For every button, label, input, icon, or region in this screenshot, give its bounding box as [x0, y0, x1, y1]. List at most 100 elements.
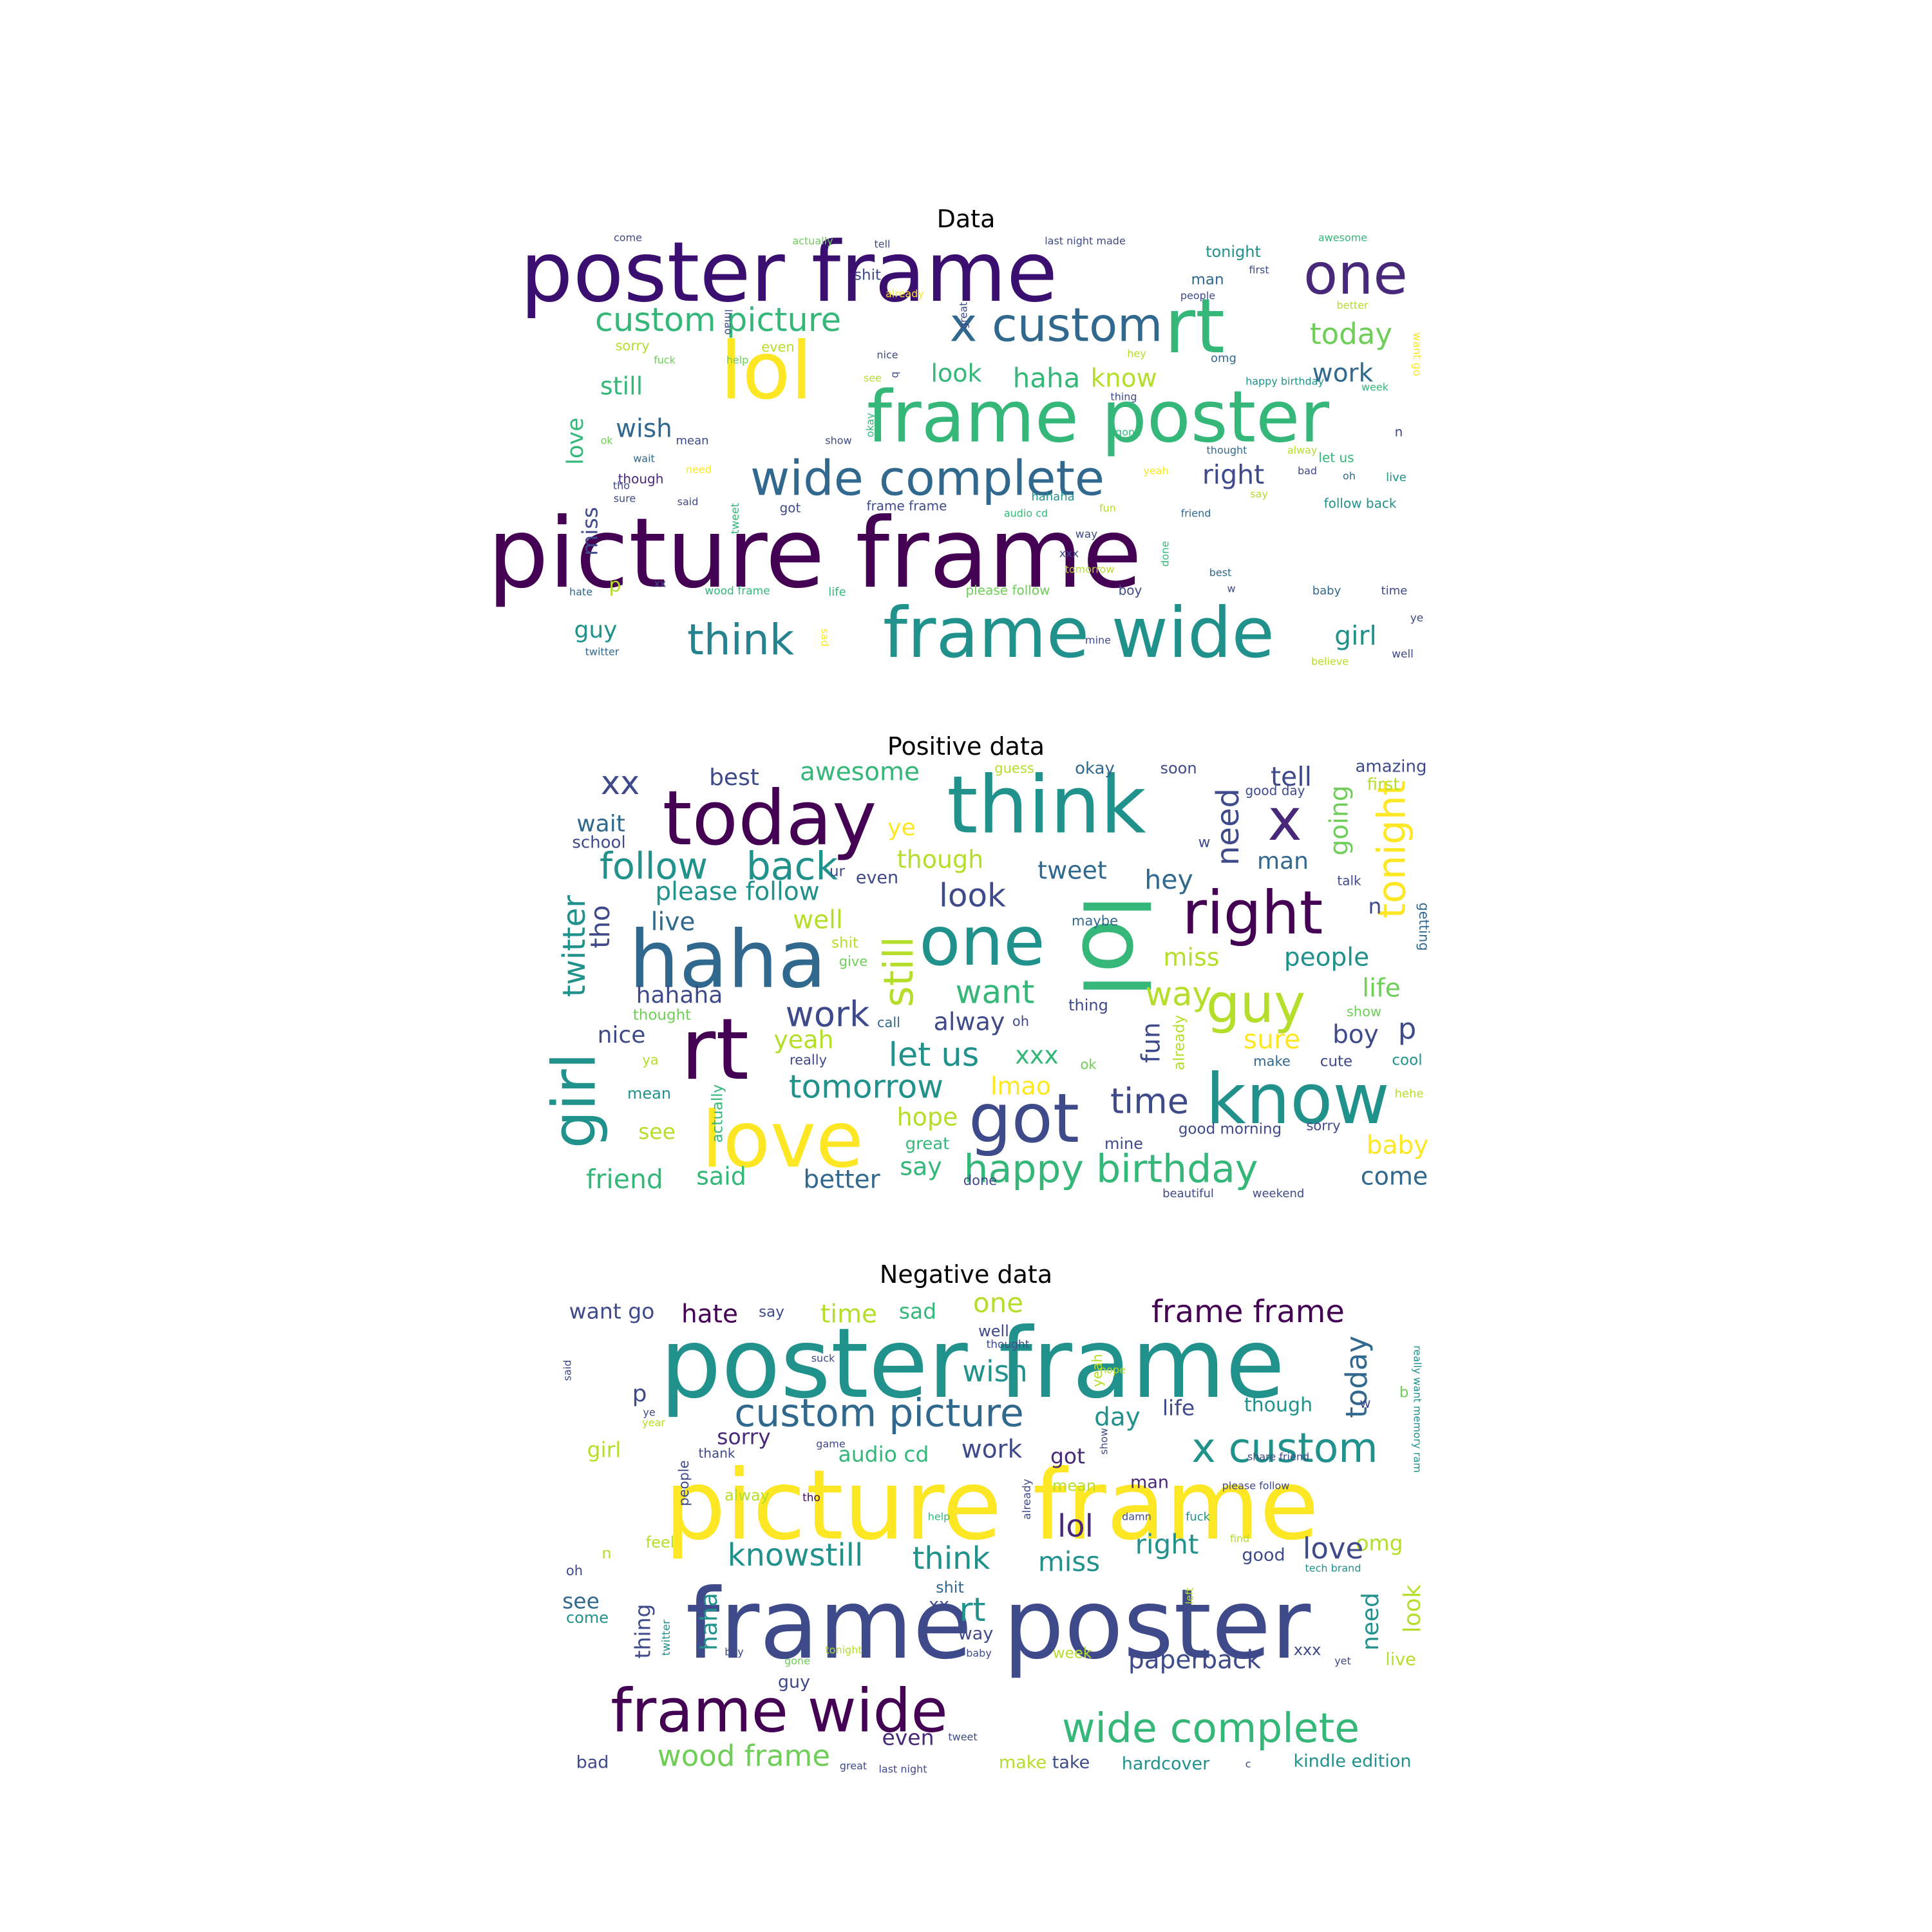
- word-shit: shit: [936, 1578, 964, 1596]
- word-wood-frame: wood frame: [658, 1739, 830, 1773]
- word-hey: hey: [1127, 348, 1146, 360]
- word-x-custom: x custom: [1191, 1425, 1378, 1472]
- word-w: w: [1359, 1396, 1370, 1411]
- word-people: people: [676, 1460, 692, 1506]
- word-still: still: [875, 936, 922, 1007]
- word-maybe: maybe: [1072, 913, 1118, 929]
- panel-title-positive: Positive data: [887, 732, 1045, 761]
- word-wood-frame: wood frame: [705, 585, 770, 598]
- word-done: done: [1159, 541, 1171, 567]
- word-really-want-memory-ram: really want memory ram: [1412, 1345, 1424, 1473]
- word-mean: mean: [627, 1084, 671, 1103]
- word-girl: girl: [587, 1437, 621, 1463]
- word-got: got: [969, 1079, 1079, 1158]
- word-way: way: [1145, 976, 1211, 1014]
- word-first: first: [1367, 775, 1400, 795]
- word-make: make: [999, 1753, 1046, 1773]
- word-hate: hate: [681, 1300, 738, 1329]
- word-boy: boy: [724, 1646, 743, 1658]
- word-poster-frame: poster frame: [660, 1308, 1285, 1420]
- word-n: n: [1395, 424, 1403, 440]
- word-last-night-made: last night made: [1045, 235, 1126, 247]
- word-take: take: [1052, 1753, 1090, 1773]
- word-think: think: [687, 615, 795, 665]
- word-one: one: [919, 902, 1045, 981]
- word-well: well: [978, 1322, 1009, 1340]
- word-help: help: [726, 354, 749, 366]
- word-oh: oh: [1012, 1014, 1029, 1029]
- word-guess: guess: [994, 761, 1034, 776]
- word-last-night: last night: [878, 1763, 927, 1776]
- word-haha: haha: [629, 914, 827, 1007]
- word-man: man: [1130, 1473, 1169, 1493]
- word-say: say: [1250, 488, 1268, 500]
- word-see: see: [562, 1589, 600, 1614]
- word-kindle-edition: kindle edition: [1293, 1752, 1411, 1772]
- word-p: p: [1398, 1012, 1417, 1046]
- word-thing: thing: [1068, 996, 1108, 1014]
- word-yeah: yeah: [1090, 1354, 1105, 1387]
- word-baby: baby: [1367, 1132, 1429, 1160]
- word-come: come: [614, 232, 642, 244]
- word-let-us: let us: [1318, 450, 1354, 466]
- word-back: back: [746, 844, 838, 889]
- word-wait: wait: [576, 811, 625, 837]
- word-ya: ya: [642, 1052, 658, 1068]
- word-good: good: [1242, 1546, 1285, 1566]
- word-hope: hope: [1100, 1364, 1126, 1376]
- word-talk: talk: [1337, 873, 1361, 889]
- word-said: said: [677, 496, 699, 508]
- word-tell: tell: [1271, 761, 1312, 792]
- word-help: help: [928, 1511, 951, 1523]
- word-actually: actually: [792, 235, 833, 247]
- word-w: w: [1198, 835, 1211, 851]
- word-xxx: xxx: [1015, 1041, 1058, 1070]
- word-c: c: [1245, 1758, 1251, 1770]
- word-though: though: [618, 471, 664, 487]
- word-n: n: [1368, 894, 1382, 919]
- word-n: n: [601, 1544, 611, 1562]
- word-today: today: [1340, 1336, 1374, 1418]
- word-right: right: [1182, 878, 1323, 947]
- word-tweet: tweet: [1037, 857, 1107, 885]
- word-picture-frame: picture frame: [665, 1450, 1319, 1562]
- word-come: come: [566, 1609, 609, 1627]
- word-cool: cool: [1392, 1052, 1422, 1069]
- word-yeah: yeah: [773, 1026, 833, 1054]
- word-already: already: [886, 288, 924, 300]
- word-beautiful: beautiful: [1162, 1187, 1214, 1200]
- word-mean: mean: [676, 434, 708, 448]
- word-well: well: [1392, 648, 1414, 661]
- word-school: school: [572, 833, 625, 853]
- word-thing: thing: [630, 1604, 656, 1659]
- word-boy: boy: [1332, 1021, 1379, 1050]
- word-frame-wide: frame wide: [611, 1676, 948, 1745]
- word-thing: thing: [1110, 391, 1137, 403]
- word-right: right: [1202, 459, 1264, 490]
- word-make: make: [1253, 1054, 1291, 1069]
- word-sorry: sorry: [615, 338, 649, 354]
- word-frame-frame: frame frame: [867, 498, 947, 514]
- word-got: got: [780, 500, 801, 516]
- word-b: b: [1399, 1385, 1409, 1401]
- word-alway: alway: [724, 1486, 770, 1504]
- word-tonight: tonight: [1206, 243, 1261, 261]
- word-love: love: [1303, 1531, 1363, 1566]
- word-tomorrow: tomorrow: [1065, 564, 1115, 576]
- word-friend: friend: [1181, 507, 1211, 520]
- word-suck: suck: [811, 1352, 835, 1365]
- word-baby: baby: [1312, 584, 1341, 598]
- word-better: better: [803, 1166, 880, 1195]
- word-lol: lol: [1057, 1508, 1094, 1544]
- word-happy-birthday: happy birthday: [1245, 375, 1324, 388]
- word-well: well: [793, 906, 843, 935]
- word-wide-complete: wide complete: [1062, 1705, 1359, 1752]
- word-great: great: [905, 1135, 950, 1154]
- word-x-custom: x custom: [950, 298, 1163, 352]
- word-fuck: fuck: [654, 354, 676, 366]
- word-yet: yet: [1334, 1655, 1351, 1667]
- word-awesome: awesome: [1318, 232, 1367, 244]
- word-wish: wish: [962, 1354, 1027, 1388]
- word-come: come: [1361, 1162, 1428, 1191]
- word-wish: wish: [616, 415, 672, 444]
